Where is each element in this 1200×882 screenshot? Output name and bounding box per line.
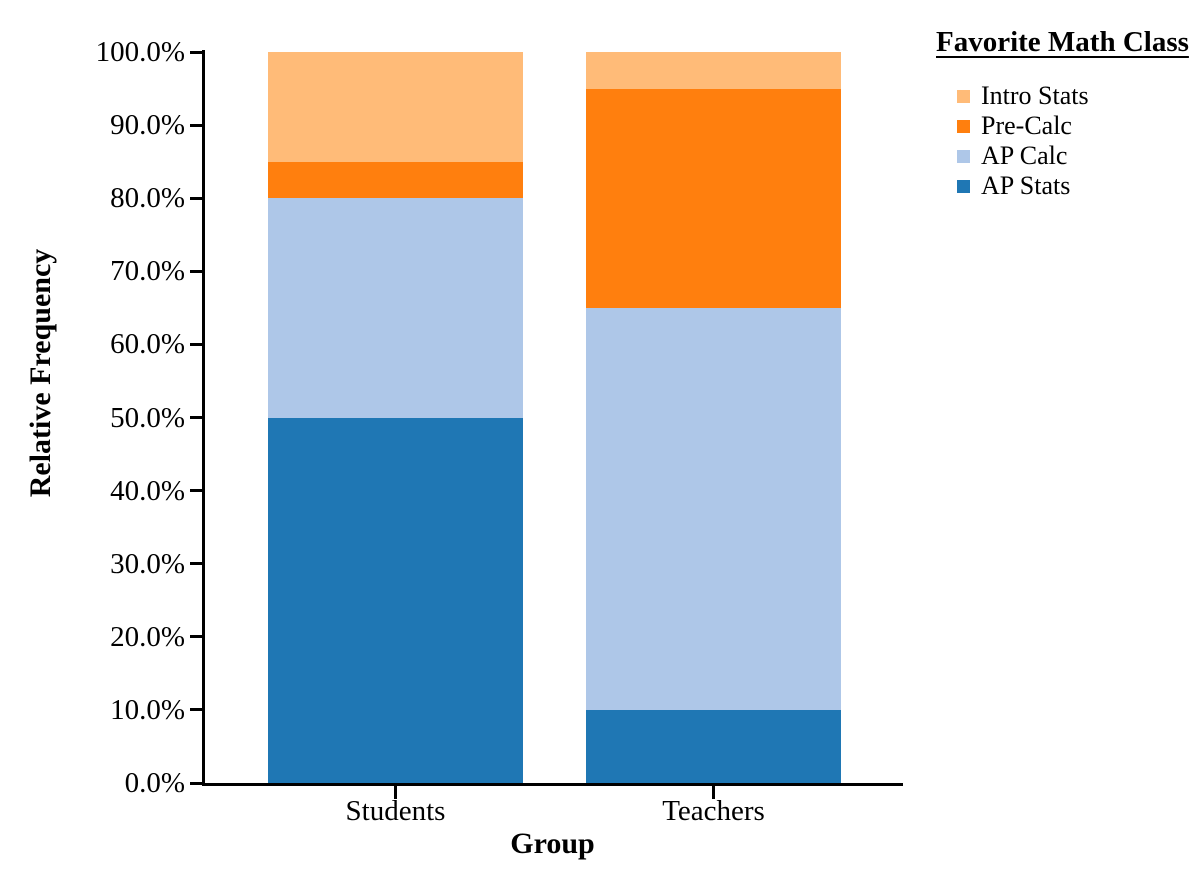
- legend-swatch-icon: [957, 89, 970, 103]
- y-tick-mark: [190, 489, 202, 493]
- y-tick-label: 30.0%: [110, 547, 185, 580]
- bar-students-segment-ap-calc: [268, 198, 523, 418]
- y-tick-label: 0.0%: [124, 767, 185, 799]
- bar-teachers-segment-ap-stats: [586, 709, 841, 783]
- bar-students-segment-pre-calc: [268, 161, 523, 199]
- bar-students-segment-ap-stats: [268, 417, 523, 783]
- bar-teachers: [586, 52, 841, 783]
- y-tick-label: 40.0%: [110, 474, 185, 507]
- legend-swatch-icon: [957, 119, 970, 133]
- y-tick-mark: [190, 416, 202, 419]
- bar-students-segment-intro-stats: [268, 52, 523, 162]
- y-tick-mark: [190, 781, 202, 785]
- y-tick-label: 100.0%: [95, 36, 185, 68]
- bar-teachers-segment-intro-stats: [586, 52, 841, 89]
- y-tick-mark: [190, 635, 202, 639]
- bar-teachers-segment-ap-calc: [586, 307, 841, 710]
- y-tick-mark: [190, 196, 202, 200]
- x-axis-line: [202, 783, 903, 786]
- legend-label: AP Calc: [981, 141, 1068, 170]
- bar-teachers-segment-pre-calc: [586, 88, 841, 308]
- legend-item-pre-calc: Pre-Calc: [957, 111, 1189, 141]
- y-tick-label: 60.0%: [110, 328, 185, 361]
- legend-swatch-icon: [957, 179, 970, 193]
- legend: Favorite Math Class Intro Stats Pre-Calc A…: [936, 26, 1189, 201]
- y-tick-mark: [190, 342, 202, 346]
- legend-item-ap-stats: AP Stats: [957, 171, 1189, 201]
- legend-item-intro-stats: Intro Stats: [957, 81, 1189, 111]
- x-tick-label-teachers: Teachers: [662, 795, 765, 827]
- y-axis-line: [202, 50, 205, 786]
- y-tick-mark: [190, 562, 202, 566]
- y-tick-label: 10.0%: [110, 693, 185, 726]
- y-tick-label: 80.0%: [110, 182, 185, 215]
- y-tick-mark: [190, 123, 202, 127]
- y-tick-mark: [190, 269, 202, 273]
- legend-item-ap-calc: AP Calc: [957, 141, 1189, 171]
- y-tick-mark: [190, 708, 202, 712]
- legend-title: Favorite Math Class: [936, 26, 1189, 58]
- legend-swatch-icon: [957, 149, 970, 163]
- x-tick-mark: [712, 786, 715, 799]
- legend-label: Intro Stats: [981, 81, 1089, 110]
- legend-label: AP Stats: [981, 171, 1071, 200]
- y-tick-label: 50.0%: [110, 401, 185, 434]
- y-tick-label: 70.0%: [110, 255, 185, 288]
- x-axis-title: Group: [510, 827, 595, 860]
- y-tick-label: 20.0%: [110, 620, 185, 653]
- bar-students: [268, 52, 523, 783]
- x-tick-label-students: Students: [345, 795, 446, 827]
- legend-items: Intro Stats Pre-Calc AP Calc AP Stats: [936, 81, 1189, 201]
- x-tick-mark: [394, 786, 397, 799]
- y-tick-mark: [190, 50, 202, 54]
- legend-label: Pre-Calc: [981, 111, 1072, 140]
- y-tick-label: 90.0%: [110, 109, 185, 142]
